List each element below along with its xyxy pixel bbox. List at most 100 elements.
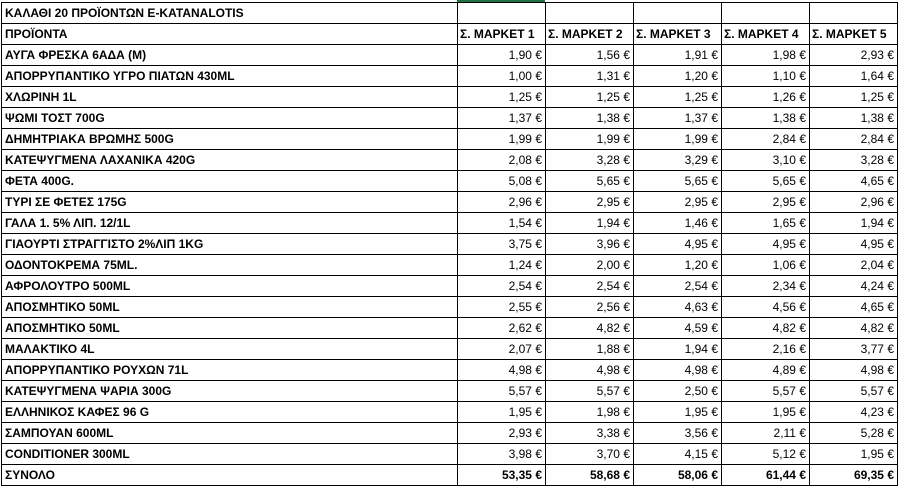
price-cell-market-4[interactable]: 2,11 €: [721, 422, 810, 444]
empty-cell[interactable]: [721, 2, 810, 24]
price-cell-market-3[interactable]: 4,63 €: [633, 296, 722, 318]
product-name-cell[interactable]: ΟΔΟΝΤΟΚΡΕΜΑ 75ML.: [1, 254, 458, 276]
product-name-cell[interactable]: ΚΑΤΕΨΥΓΜΕΝΑ ΛΑΧΑΝΙΚΑ 420G: [1, 149, 458, 171]
price-cell-market-5[interactable]: 4,82 €: [809, 317, 898, 339]
price-cell-market-5[interactable]: 4,65 €: [809, 170, 898, 192]
price-cell-market-4[interactable]: 2,34 €: [721, 275, 810, 297]
price-cell-market-4[interactable]: 2,16 €: [721, 338, 810, 360]
price-cell-market-5[interactable]: 69,35 €: [809, 464, 898, 486]
price-cell-market-5[interactable]: 5,28 €: [809, 422, 898, 444]
price-cell-market-1[interactable]: 1,95 €: [457, 401, 546, 423]
price-cell-market-3[interactable]: 1,94 €: [633, 338, 722, 360]
price-cell-market-3[interactable]: 4,59 €: [633, 317, 722, 339]
price-cell-market-5[interactable]: 1,25 €: [809, 86, 898, 108]
product-name-cell[interactable]: ΓΑΛΑ 1. 5% ΛΙΠ. 12/1L: [1, 212, 458, 234]
price-cell-market-4[interactable]: 1,10 €: [721, 65, 810, 87]
price-cell-market-1[interactable]: 1,00 €: [457, 65, 546, 87]
header-market-5[interactable]: Σ. ΜΑΡΚΕΤ 5: [809, 23, 898, 45]
price-cell-market-3[interactable]: 2,50 €: [633, 380, 722, 402]
price-cell-market-1[interactable]: 2,07 €: [457, 338, 546, 360]
price-cell-market-3[interactable]: 5,65 €: [633, 170, 722, 192]
price-cell-market-3[interactable]: 4,98 €: [633, 359, 722, 381]
product-name-cell[interactable]: ΤΥΡΙ ΣΕ ΦΕΤΕΣ 175G: [1, 191, 458, 213]
price-cell-market-3[interactable]: 1,46 €: [633, 212, 722, 234]
price-cell-market-2[interactable]: 1,56 €: [545, 44, 634, 66]
product-name-cell[interactable]: ΑΠΟΡΡΥΠΑΝΤΙΚΟ ΡΟΥΧΩΝ 71L: [1, 359, 458, 381]
price-cell-market-5[interactable]: 2,96 €: [809, 191, 898, 213]
price-cell-market-2[interactable]: 5,65 €: [545, 170, 634, 192]
price-cell-market-4[interactable]: 5,12 €: [721, 443, 810, 465]
price-cell-market-1[interactable]: 2,62 €: [457, 317, 546, 339]
price-cell-market-1[interactable]: 2,96 €: [457, 191, 546, 213]
price-cell-market-2[interactable]: 4,82 €: [545, 317, 634, 339]
title-cell[interactable]: ΚΑΛΑΘΙ 20 ΠΡΟΪΟΝΤΩΝ E-KATANALOTIS: [1, 2, 458, 24]
price-cell-market-1[interactable]: 4,98 €: [457, 359, 546, 381]
price-cell-market-5[interactable]: 1,95 €: [809, 443, 898, 465]
price-cell-market-4[interactable]: 5,65 €: [721, 170, 810, 192]
price-cell-market-1[interactable]: 1,99 €: [457, 128, 546, 150]
price-cell-market-1[interactable]: 5,57 €: [457, 380, 546, 402]
price-cell-market-4[interactable]: 4,56 €: [721, 296, 810, 318]
price-cell-market-1[interactable]: 2,54 €: [457, 275, 546, 297]
price-cell-market-1[interactable]: 1,37 €: [457, 107, 546, 129]
price-cell-market-2[interactable]: 3,96 €: [545, 233, 634, 255]
price-cell-market-4[interactable]: 1,95 €: [721, 401, 810, 423]
price-cell-market-3[interactable]: 1,91 €: [633, 44, 722, 66]
header-market-1[interactable]: Σ. ΜΑΡΚΕΤ 1: [457, 23, 546, 45]
price-cell-market-3[interactable]: 1,25 €: [633, 86, 722, 108]
price-cell-market-4[interactable]: 1,65 €: [721, 212, 810, 234]
product-name-cell[interactable]: ΔΗΜΗΤΡΙΑΚΑ ΒΡΩΜΗΣ 500G: [1, 128, 458, 150]
price-cell-market-5[interactable]: 1,64 €: [809, 65, 898, 87]
price-cell-market-4[interactable]: 61,44 €: [721, 464, 810, 486]
price-cell-market-2[interactable]: 5,57 €: [545, 380, 634, 402]
product-name-cell[interactable]: ΑΥΓΑ ΦΡΕΣΚΑ 6ΑΔΑ (M): [1, 44, 458, 66]
price-cell-market-5[interactable]: 2,84 €: [809, 128, 898, 150]
price-cell-market-4[interactable]: 1,06 €: [721, 254, 810, 276]
price-cell-market-4[interactable]: 2,95 €: [721, 191, 810, 213]
price-cell-market-1[interactable]: 53,35 €: [457, 464, 546, 486]
product-name-cell[interactable]: ΚΑΤΕΨΥΓΜΕΝΑ ΨΑΡΙΑ 300G: [1, 380, 458, 402]
price-cell-market-2[interactable]: 1,98 €: [545, 401, 634, 423]
price-cell-market-5[interactable]: 4,24 €: [809, 275, 898, 297]
product-name-cell[interactable]: ΑΠΟΡΡΥΠΑΝΤΙΚΟ ΥΓΡΟ ΠΙΑΤΩΝ 430ML: [1, 65, 458, 87]
price-cell-market-2[interactable]: 1,25 €: [545, 86, 634, 108]
price-cell-market-4[interactable]: 4,89 €: [721, 359, 810, 381]
price-cell-market-3[interactable]: 1,95 €: [633, 401, 722, 423]
price-cell-market-3[interactable]: 4,15 €: [633, 443, 722, 465]
price-cell-market-1[interactable]: 1,24 €: [457, 254, 546, 276]
price-cell-market-2[interactable]: 1,88 €: [545, 338, 634, 360]
price-cell-market-5[interactable]: 5,57 €: [809, 380, 898, 402]
product-name-cell[interactable]: ΕΛΛΗΝΙΚΟΣ ΚΑΦΕΣ 96 G: [1, 401, 458, 423]
product-name-cell[interactable]: CONDITIONER 300ML: [1, 443, 458, 465]
header-market-4[interactable]: Σ. ΜΑΡΚΕΤ 4: [721, 23, 810, 45]
price-cell-market-2[interactable]: 3,28 €: [545, 149, 634, 171]
price-cell-market-1[interactable]: 5,08 €: [457, 170, 546, 192]
header-products[interactable]: ΠΡΟΪΟΝΤΑ: [1, 23, 458, 45]
price-cell-market-2[interactable]: 1,38 €: [545, 107, 634, 129]
price-cell-market-3[interactable]: 2,54 €: [633, 275, 722, 297]
price-cell-market-5[interactable]: 3,28 €: [809, 149, 898, 171]
price-cell-market-5[interactable]: 1,38 €: [809, 107, 898, 129]
price-cell-market-5[interactable]: 1,94 €: [809, 212, 898, 234]
price-cell-market-1[interactable]: 2,55 €: [457, 296, 546, 318]
price-cell-market-4[interactable]: 3,10 €: [721, 149, 810, 171]
price-cell-market-5[interactable]: 2,04 €: [809, 254, 898, 276]
header-market-3[interactable]: Σ. ΜΑΡΚΕΤ 3: [633, 23, 722, 45]
price-cell-market-5[interactable]: 2,93 €: [809, 44, 898, 66]
product-name-cell[interactable]: ΣΥΝΟΛΟ: [1, 464, 458, 486]
price-cell-market-4[interactable]: 1,38 €: [721, 107, 810, 129]
price-cell-market-1[interactable]: 1,90 €: [457, 44, 546, 66]
price-cell-market-1[interactable]: 3,75 €: [457, 233, 546, 255]
product-name-cell[interactable]: ΧΛΩΡΙΝΗ 1L: [1, 86, 458, 108]
price-cell-market-4[interactable]: 5,57 €: [721, 380, 810, 402]
empty-cell[interactable]: [457, 2, 546, 24]
price-cell-market-2[interactable]: 2,00 €: [545, 254, 634, 276]
price-cell-market-1[interactable]: 1,54 €: [457, 212, 546, 234]
price-cell-market-5[interactable]: 4,98 €: [809, 359, 898, 381]
price-cell-market-3[interactable]: 1,20 €: [633, 254, 722, 276]
price-cell-market-3[interactable]: 1,20 €: [633, 65, 722, 87]
price-cell-market-3[interactable]: 4,95 €: [633, 233, 722, 255]
price-cell-market-5[interactable]: 3,77 €: [809, 338, 898, 360]
price-cell-market-2[interactable]: 3,38 €: [545, 422, 634, 444]
product-name-cell[interactable]: ΣΑΜΠΟΥΑΝ 600ML: [1, 422, 458, 444]
